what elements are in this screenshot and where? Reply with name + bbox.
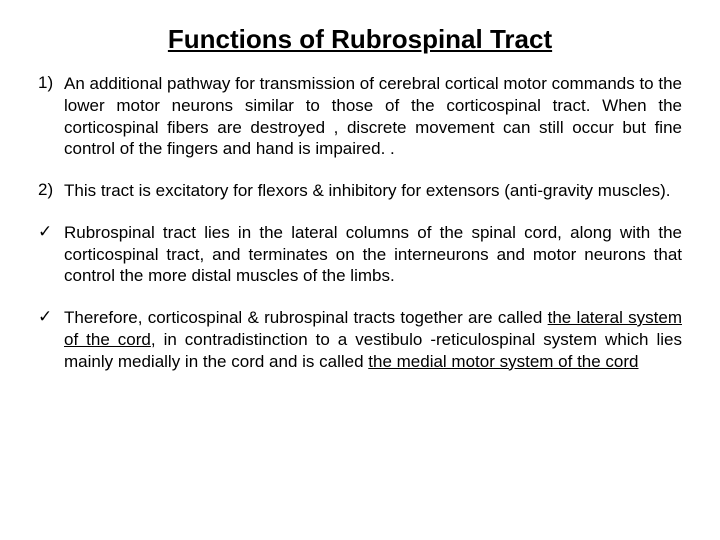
numbered-marker: 2) xyxy=(38,180,64,200)
item-body: Therefore, corticospinal & rubrospinal t… xyxy=(64,307,682,372)
slide-title: Functions of Rubrospinal Tract xyxy=(38,24,682,55)
list-item: 1) An additional pathway for transmissio… xyxy=(38,73,682,160)
item-body: An additional pathway for transmission o… xyxy=(64,73,682,160)
item-body: This tract is excitatory for flexors & i… xyxy=(64,180,682,202)
text-span: An additional pathway for transmission o… xyxy=(64,74,682,158)
text-span-underline: the medial motor system of the cord xyxy=(368,352,638,371)
text-span: This tract is excitatory for flexors & i… xyxy=(64,181,671,200)
list-item: ✓ Rubrospinal tract lies in the lateral … xyxy=(38,222,682,287)
content-list: 1) An additional pathway for transmissio… xyxy=(38,73,682,372)
text-span: Rubrospinal tract lies in the lateral co… xyxy=(64,223,682,286)
text-span: Therefore, corticospinal & rubrospinal t… xyxy=(64,308,548,327)
list-item: 2) This tract is excitatory for flexors … xyxy=(38,180,682,202)
list-item: ✓ Therefore, corticospinal & rubrospinal… xyxy=(38,307,682,372)
check-icon: ✓ xyxy=(38,307,64,327)
item-body: Rubrospinal tract lies in the lateral co… xyxy=(64,222,682,287)
check-icon: ✓ xyxy=(38,222,64,242)
numbered-marker: 1) xyxy=(38,73,64,93)
